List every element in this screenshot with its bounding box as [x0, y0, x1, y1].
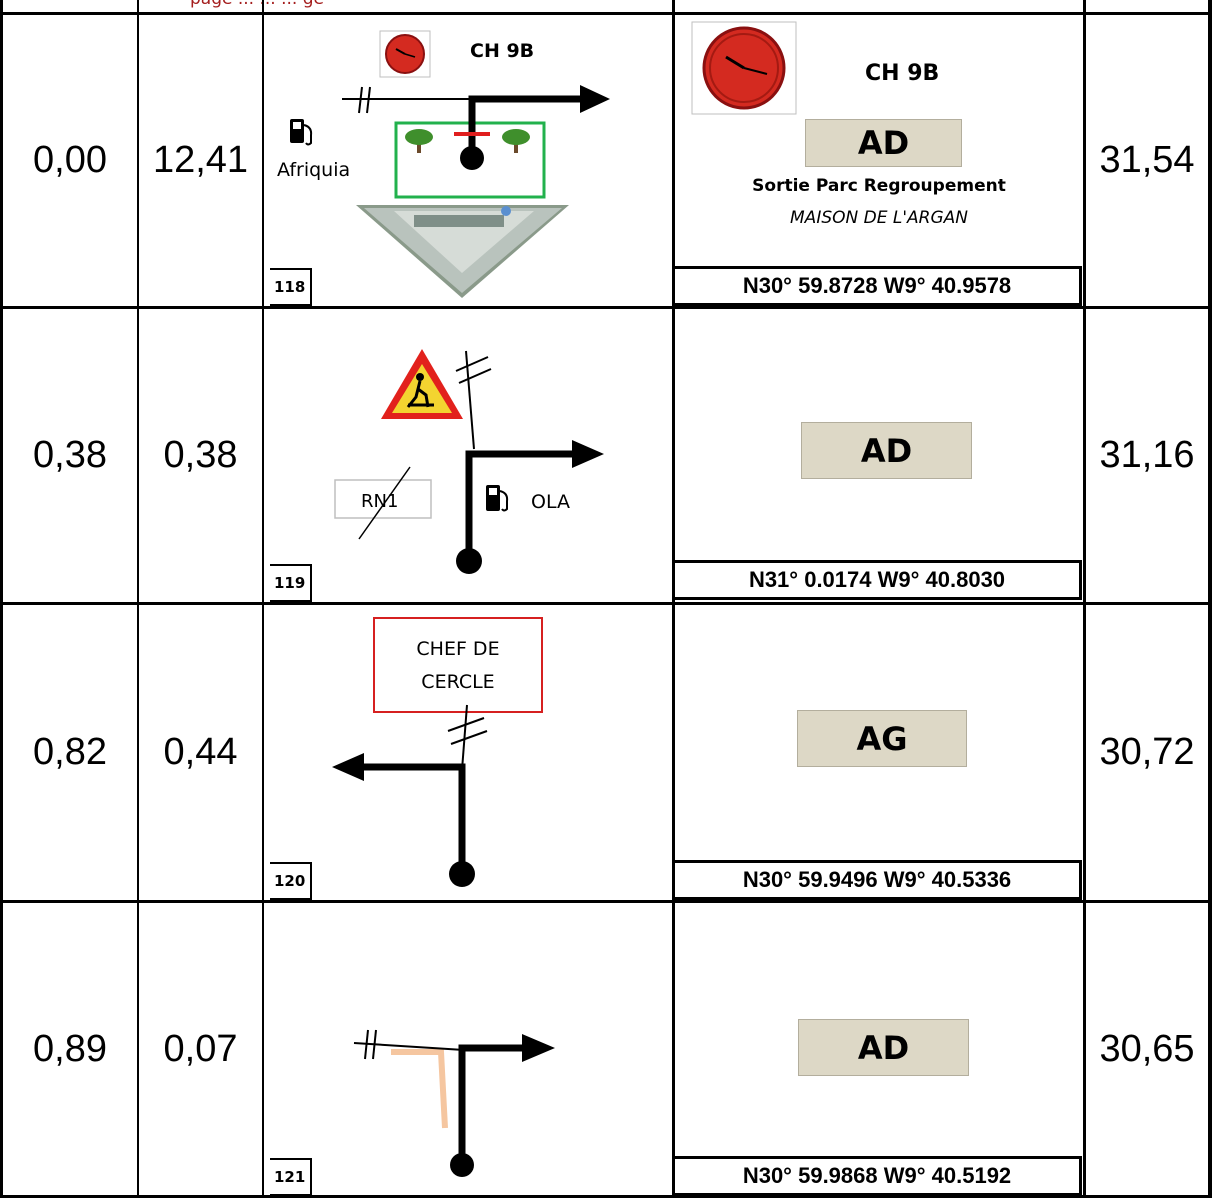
- row-divider: [0, 306, 1212, 309]
- instruction-note: Sortie Parc Regroupement: [752, 176, 1006, 196]
- row-divider: [0, 602, 1212, 605]
- sign-line-2: CERCLE: [421, 671, 495, 693]
- total-km: 0,89: [33, 1027, 107, 1070]
- partial-km: 0,44: [163, 731, 238, 773]
- instruction-title: CH 9B: [865, 61, 940, 86]
- route-diagram: [334, 349, 604, 574]
- road-sign-box: [334, 479, 432, 519]
- direction-badge: AG: [797, 710, 967, 767]
- column-divider: [1208, 0, 1212, 1198]
- fuel-pump-icon: [486, 485, 509, 512]
- row-divider: [0, 900, 1212, 903]
- case-number: 121: [270, 1158, 312, 1196]
- station-label: Afriquia: [277, 159, 351, 181]
- column-divider: [672, 0, 675, 1198]
- aerial-photo-icon: [356, 205, 569, 298]
- sign-line-1: CHEF DE: [416, 638, 500, 660]
- total-km: 0,82: [33, 731, 107, 773]
- road-label: RN1: [361, 491, 399, 512]
- remaining-km: 30,72: [1099, 731, 1195, 773]
- station-label: OLA: [531, 491, 570, 513]
- route-diagram: [353, 1029, 555, 1177]
- gps-coordinates: N30° 59.8728 W9° 40.9578: [675, 266, 1082, 306]
- remaining-km: 31,54: [1099, 139, 1195, 181]
- total-km: 0,00: [33, 139, 107, 181]
- tree-icon: [405, 129, 433, 153]
- tree-icon: [502, 129, 530, 153]
- total-km: 0,38: [33, 434, 107, 476]
- case-number: 120: [270, 862, 312, 900]
- header-text: page ... ... ... ge: [190, 0, 324, 9]
- fuel-pump-icon: [290, 119, 313, 146]
- direction-badge: AD: [801, 422, 972, 479]
- column-divider: [0, 0, 3, 1198]
- destination-sign: [373, 617, 543, 713]
- clock-icon: [691, 21, 797, 115]
- case-number: 119: [270, 564, 312, 602]
- remaining-km: 30,65: [1099, 1027, 1195, 1070]
- route-diagram: [290, 30, 610, 298]
- column-divider: [262, 0, 264, 1198]
- partial-km: 0,07: [163, 1027, 238, 1070]
- column-divider: [137, 0, 139, 1198]
- roadworks-sign-icon: [381, 349, 463, 419]
- column-divider: [1083, 0, 1086, 1198]
- gps-coordinates: N30° 59.9496 W9° 40.5336: [675, 860, 1082, 900]
- grid-top-border: [0, 12, 1212, 15]
- partial-km: 12,41: [152, 139, 249, 181]
- direction-badge: AD: [805, 119, 962, 167]
- diagram-title: CH 9B: [470, 40, 535, 62]
- header-strip: page ... ... ... ge: [0, 0, 1212, 12]
- remaining-km: 31,16: [1099, 434, 1195, 476]
- direction-badge: AD: [798, 1019, 969, 1076]
- gps-coordinates: N31° 0.0174 W9° 40.8030: [675, 560, 1082, 600]
- grid-bottom-border: [0, 1195, 1212, 1198]
- clock-icon: [379, 30, 431, 78]
- route-diagram: [332, 617, 543, 887]
- partial-km: 0,38: [163, 434, 238, 476]
- gps-coordinates: N30° 59.9868 W9° 40.5192: [675, 1156, 1082, 1196]
- instruction-subnote: MAISON DE L'ARGAN: [790, 208, 968, 228]
- case-number: 118: [270, 268, 312, 306]
